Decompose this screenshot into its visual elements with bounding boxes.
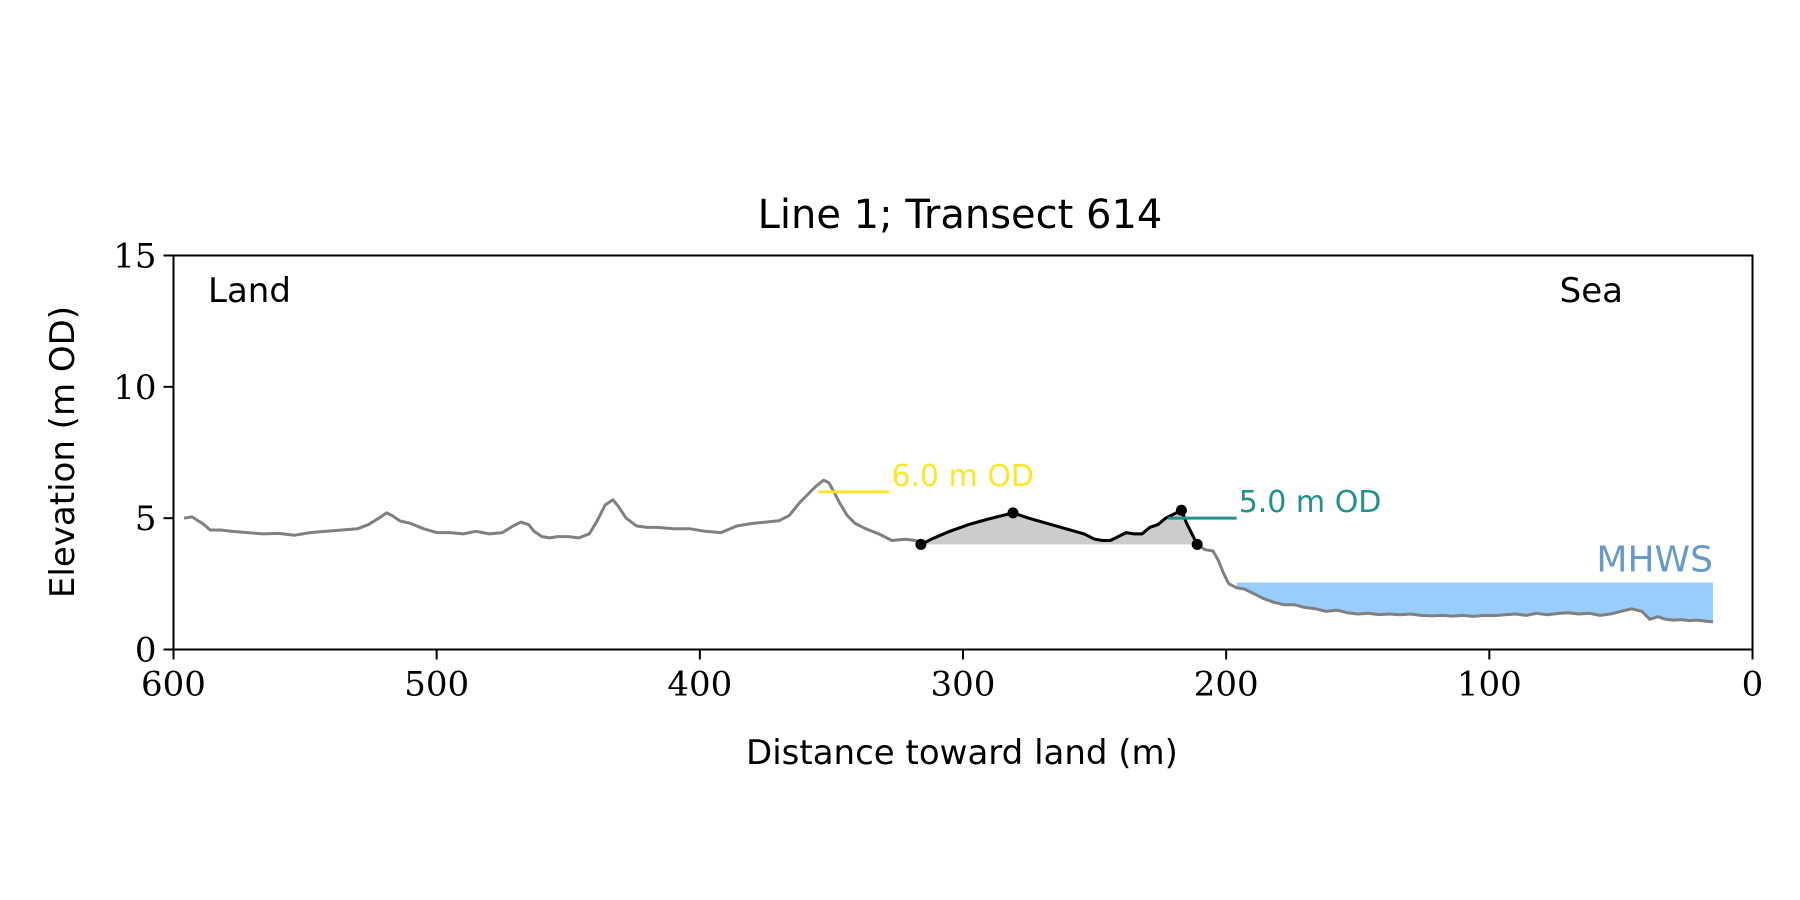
x-tick-label: 500 <box>404 665 469 705</box>
y-tick-label: 5 <box>135 499 157 539</box>
dune-marker-point <box>1191 538 1203 550</box>
dune-marker-point <box>1007 507 1019 519</box>
dune-profile-line <box>920 508 1199 546</box>
mhws-label: MHWS <box>1596 540 1713 581</box>
y-tick-label: 15 <box>113 237 156 277</box>
dune-marker-point <box>915 538 927 550</box>
x-tick-label: 100 <box>1457 665 1522 705</box>
y-axis-ticks: 0 5 10 15 <box>113 237 174 671</box>
chart-title: Line 1; Transect 614 <box>758 192 1163 238</box>
x-tick-label: 0 <box>1742 665 1764 705</box>
y-axis-label: Elevation (m OD) <box>43 306 83 598</box>
sea-corner-label: Sea <box>1560 271 1623 311</box>
plot-area: 6.0 m OD 5.0 m OD MHWS <box>183 459 1714 624</box>
x-tick-label: 300 <box>931 665 996 705</box>
x-tick-label: 200 <box>1194 665 1259 705</box>
y-tick-label: 10 <box>113 368 156 408</box>
land-corner-label: Land <box>208 271 291 311</box>
mhws-water-fill <box>1236 582 1714 622</box>
y-tick-label: 0 <box>135 631 157 671</box>
dune-marker-point <box>1175 504 1187 516</box>
reference-level-label: 5.0 m OD <box>1239 485 1382 520</box>
x-axis-label: Distance toward land (m) <box>746 733 1178 773</box>
x-tick-label: 600 <box>141 665 206 705</box>
reference-level-label: 6.0 m OD <box>891 459 1034 494</box>
x-axis-ticks: 600 500 400 300 200 100 0 <box>141 649 1764 705</box>
x-tick-label: 400 <box>667 665 732 705</box>
